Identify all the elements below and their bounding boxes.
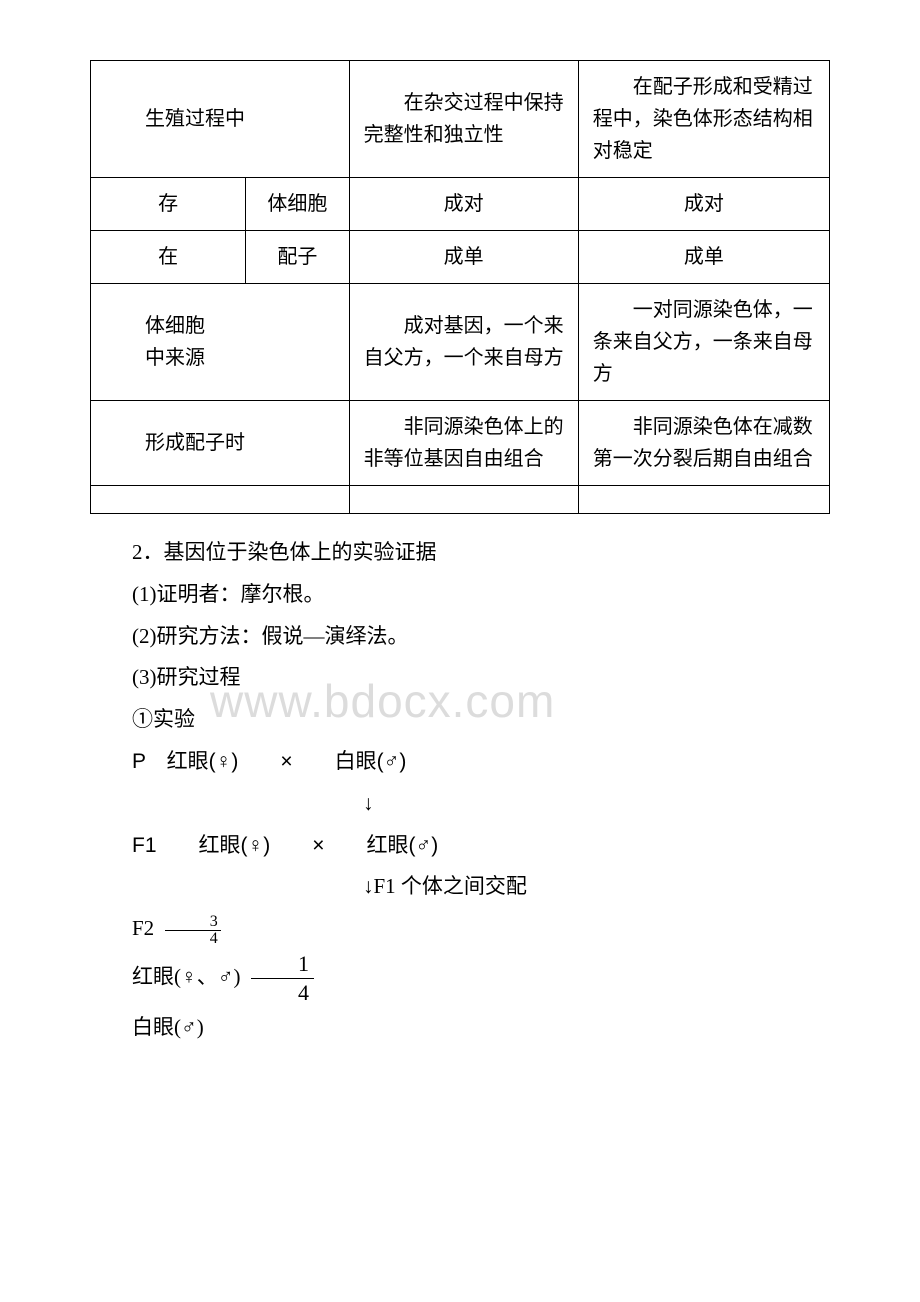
result-white-line: 白眼(♂) (90, 1009, 830, 1047)
cell-label: 体细胞 (246, 178, 349, 231)
table-row: 体细胞 中来源 成对基因，一个来自父方，一个来自母方 一对同源染色体，一条来自父… (91, 284, 830, 401)
cell-content: 成对基因，一个来自父方，一个来自母方 (349, 284, 578, 401)
table-row: 生殖过程中 在杂交过程中保持完整性和独立性 在配子形成和受精过程中，染色体形态结… (91, 61, 830, 178)
cross-p-line: P 红眼(♀) × 白眼(♂) (90, 743, 830, 781)
table-row: 存 体细胞 成对 成对 (91, 178, 830, 231)
cell-content: 成对 (349, 178, 578, 231)
document-content: 生殖过程中 在杂交过程中保持完整性和独立性 在配子形成和受精过程中，染色体形态结… (90, 60, 830, 1047)
cell-empty (349, 486, 578, 514)
cell-content: 成单 (349, 231, 578, 284)
cell-label: 在 (91, 231, 246, 284)
cell-empty (578, 486, 829, 514)
cell-empty (91, 486, 350, 514)
cell-content: 非同源染色体在减数第一次分裂后期自由组合 (578, 401, 829, 486)
body-text: (3)研究过程 (90, 659, 830, 697)
cell-content: 一对同源染色体，一条来自父方，一条来自母方 (578, 284, 829, 401)
cell-label: 体细胞 中来源 (91, 284, 350, 401)
table-row-empty (91, 486, 830, 514)
cross-f2-line: F2 3 4 (90, 910, 830, 948)
cell-content: 在配子形成和受精过程中，染色体形态结构相对稳定 (578, 61, 829, 178)
table-row: 形成配子时 非同源染色体上的非等位基因自由组合 非同源染色体在减数第一次分裂后期… (91, 401, 830, 486)
cross-f1-line: F1 红眼(♀) × 红眼(♂) (90, 827, 830, 865)
cell-label: 生殖过程中 (91, 61, 350, 178)
cell-label: 存 (91, 178, 246, 231)
arrow-line: ↓F1 个体之间交配 (90, 868, 830, 906)
section-heading: 2．基因位于染色体上的实验证据 (90, 534, 830, 572)
cell-content: 非同源染色体上的非等位基因自由组合 (349, 401, 578, 486)
fraction: 1 4 (251, 952, 314, 1005)
arrow-line: ↓ (90, 785, 830, 823)
cell-content: 在杂交过程中保持完整性和独立性 (349, 61, 578, 178)
comparison-table: 生殖过程中 在杂交过程中保持完整性和独立性 在配子形成和受精过程中，染色体形态结… (90, 60, 830, 514)
cell-label: 形成配子时 (91, 401, 350, 486)
body-text: (1)证明者：摩尔根。 (90, 576, 830, 614)
cell-content: 成对 (578, 178, 829, 231)
fraction: 3 4 (165, 914, 221, 947)
result-red-line: 红眼(♀、♂) 1 4 (90, 952, 830, 1005)
table-row: 在 配子 成单 成单 (91, 231, 830, 284)
body-text: (2)研究方法：假说—演绎法。 (90, 618, 830, 656)
body-text: ①实验 (90, 701, 830, 739)
cell-content: 成单 (578, 231, 829, 284)
cell-label: 配子 (246, 231, 349, 284)
